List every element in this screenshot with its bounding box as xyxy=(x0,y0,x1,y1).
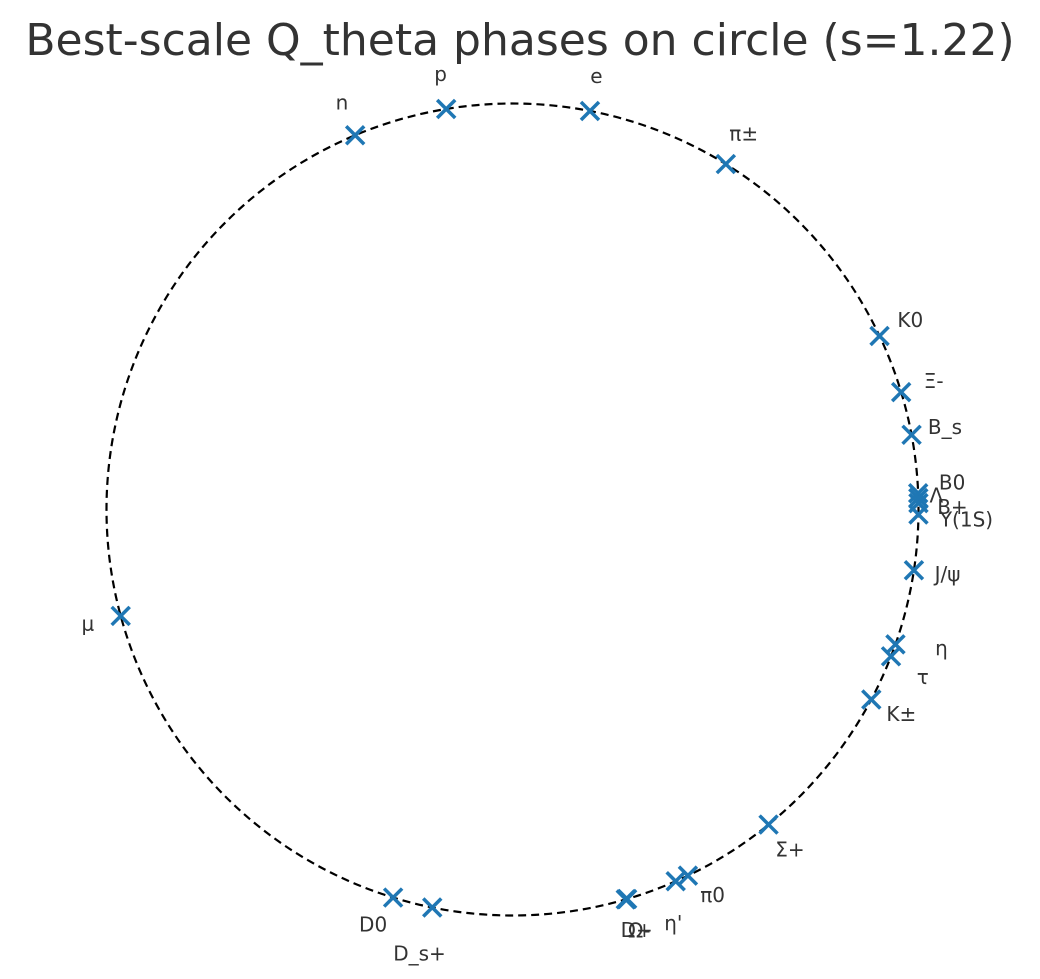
point-label: B_s xyxy=(928,415,962,439)
point-marker xyxy=(903,559,925,581)
point-marker xyxy=(880,646,902,667)
point-label: Σ+ xyxy=(775,837,804,861)
point-label: K0 xyxy=(897,308,923,332)
point-label: π± xyxy=(729,122,758,146)
point-label: η' xyxy=(664,911,682,935)
chart-title: Best-scale Q_theta phases on circle (s=1… xyxy=(25,15,1014,66)
point-label: p xyxy=(434,62,447,86)
points-layer: p e n π± K0 Ξ- B_s B0B+ΛΥ(1S) J/ψ ητK± μ Σ+ π0 η' D+Ω-… xyxy=(82,62,994,965)
point-marker-stroke xyxy=(422,897,443,918)
point-marker xyxy=(435,98,457,120)
point-marker xyxy=(908,487,929,509)
point-marker xyxy=(908,504,929,525)
point-label: D0 xyxy=(359,913,387,937)
point-label: Λ xyxy=(929,484,943,508)
point-label: B0 xyxy=(939,470,965,494)
point-marker-stroke xyxy=(758,814,779,835)
point-marker-stroke xyxy=(382,887,404,908)
point-marker xyxy=(869,325,890,347)
point-marker xyxy=(344,124,366,146)
point-label: μ xyxy=(82,611,95,635)
point-label: η xyxy=(935,636,948,660)
point-label: e xyxy=(590,64,602,88)
point-marker xyxy=(110,605,131,627)
point-label: n xyxy=(336,90,349,114)
point-marker-stroke xyxy=(885,634,906,655)
point-marker-stroke xyxy=(908,487,929,509)
point-label: D_s+ xyxy=(393,941,446,965)
point-label: Ξ- xyxy=(924,369,944,393)
point-marker-stroke xyxy=(615,889,637,910)
point-marker-stroke xyxy=(677,865,699,886)
point-marker-stroke xyxy=(869,325,890,347)
point-marker xyxy=(422,897,443,918)
point-label: J/ψ xyxy=(933,562,961,586)
point-label: Υ(1S) xyxy=(939,507,993,531)
unit-circle xyxy=(105,102,920,917)
point-marker-stroke xyxy=(880,646,902,667)
point-marker-stroke xyxy=(715,153,737,175)
point-marker xyxy=(901,424,922,446)
point-label: B+ xyxy=(937,495,967,519)
point-label: D+ xyxy=(621,918,653,942)
point-marker xyxy=(758,814,779,835)
point-marker-stroke xyxy=(435,98,457,120)
point-marker-stroke xyxy=(890,381,912,403)
point-marker-stroke xyxy=(908,504,929,525)
point-marker-stroke xyxy=(861,689,882,710)
point-marker-stroke xyxy=(903,559,925,581)
point-marker-stroke xyxy=(344,124,366,146)
point-label: K± xyxy=(886,702,916,726)
point-marker xyxy=(677,865,699,886)
point-label: τ xyxy=(917,665,929,689)
point-marker-stroke xyxy=(579,100,601,122)
point-marker xyxy=(715,153,737,175)
point-marker-stroke xyxy=(110,605,131,627)
point-label: Ω- xyxy=(628,919,651,943)
point-marker xyxy=(890,381,912,403)
point-marker xyxy=(885,634,906,655)
point-marker xyxy=(579,100,601,122)
point-marker xyxy=(382,887,404,908)
point-marker-stroke xyxy=(665,871,686,892)
point-marker xyxy=(615,889,637,910)
point-marker xyxy=(665,871,686,892)
point-label: π0 xyxy=(700,883,725,907)
point-marker-stroke xyxy=(901,424,922,446)
point-marker xyxy=(861,689,882,710)
